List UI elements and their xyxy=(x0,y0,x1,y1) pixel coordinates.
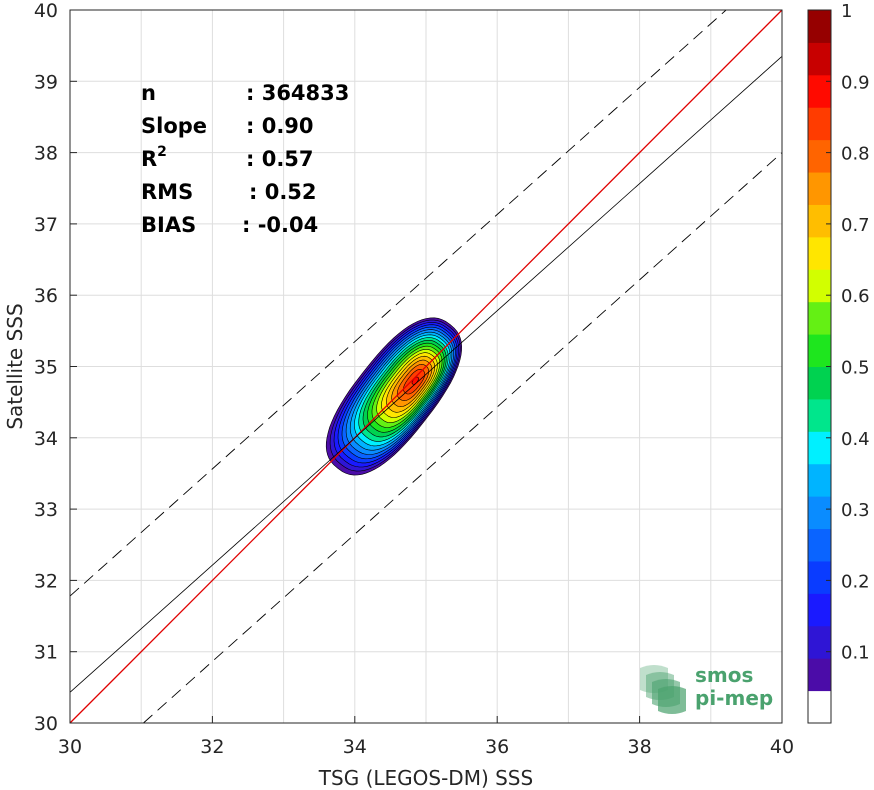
colorbar-segment xyxy=(808,366,831,400)
colorbar-tick-label: 1 xyxy=(841,1,852,22)
colorbar-segment xyxy=(808,658,831,692)
stat-label: BIAS xyxy=(141,213,196,237)
lower-envelope-line xyxy=(143,152,783,724)
stat-label: Slope xyxy=(141,114,207,138)
logo-wave-shape xyxy=(658,686,686,714)
colorbar-segment xyxy=(808,204,831,238)
x-tick-label: 30 xyxy=(58,736,82,758)
stat-value: : 0.90 xyxy=(246,114,314,138)
reference-lines xyxy=(69,9,783,724)
colorbar-tick-label: 0.4 xyxy=(841,429,870,450)
colorbar-segment xyxy=(808,74,831,108)
colorbar-segment xyxy=(808,107,831,141)
y-tick-label: 36 xyxy=(34,285,58,307)
y-tick-label: 32 xyxy=(34,570,58,592)
colorbar-segment xyxy=(808,463,831,497)
smos-pi-mep-logo: smos pi-mep xyxy=(640,663,773,714)
stat-label: RMS xyxy=(141,180,193,204)
y-tick-label: 39 xyxy=(34,71,58,93)
colorbar-segment xyxy=(808,42,831,76)
colorbar-segment xyxy=(808,625,831,659)
colorbar-segment xyxy=(808,10,831,43)
colorbar-segment xyxy=(808,398,831,432)
colorbar-tick-label: 0.3 xyxy=(841,500,870,521)
colorbar-segment xyxy=(808,269,831,303)
colorbar: 0.1 0.2 0.3 0.4 0.5 0.6 0.7 0.8 0.9 1 xyxy=(807,1,870,724)
colorbar-segment xyxy=(808,236,831,270)
colorbar-segment xyxy=(808,301,831,335)
logo-text-pi-mep: pi-mep xyxy=(695,686,773,710)
colorbar-segment xyxy=(808,334,831,367)
smos-pi-mep-logo-icon xyxy=(640,665,686,714)
stat-label: n xyxy=(141,81,156,105)
colorbar-segment xyxy=(808,431,831,465)
logo-text-smos: smos xyxy=(695,663,753,687)
x-tick-label: 32 xyxy=(200,736,224,758)
density-contours xyxy=(325,317,463,476)
y-tick-label: 38 xyxy=(34,143,58,165)
y-tick-label: 33 xyxy=(34,499,58,521)
y-tick-label: 35 xyxy=(34,357,58,379)
colorbar-tick-label: 0.6 xyxy=(841,286,870,307)
stats-box: n : 364833 Slope : 0.90 R2 : 0.57 RMS : 0.52 BIA… xyxy=(141,81,349,237)
colorbar-tick-label: 0.9 xyxy=(841,72,870,93)
colorbar-tick-label: 0.8 xyxy=(841,144,870,165)
colorbar-segment xyxy=(808,560,831,594)
y-axis-ticks: 30 31 32 33 34 35 36 37 38 39 40 xyxy=(34,0,77,735)
upper-envelope-line xyxy=(69,9,727,597)
colorbar-segment xyxy=(808,593,831,627)
y-axis-label: Satellite SSS xyxy=(3,303,27,429)
colorbar-segment xyxy=(808,528,831,562)
stat-label: R2 xyxy=(141,144,167,171)
x-tick-label: 34 xyxy=(343,736,367,758)
colorbar-tick-label: 0.2 xyxy=(841,571,870,592)
stat-value: : 0.52 xyxy=(249,180,317,204)
y-tick-label: 31 xyxy=(34,642,58,664)
colorbar-segment xyxy=(808,690,831,724)
colorbar-tick-label: 0.5 xyxy=(841,358,870,379)
colorbar-segment xyxy=(808,496,831,530)
x-tick-label: 40 xyxy=(770,736,794,758)
stat-superscript: 2 xyxy=(157,144,167,160)
x-tick-label: 36 xyxy=(485,736,509,758)
y-tick-label: 30 xyxy=(34,713,58,735)
fit-line xyxy=(69,56,783,693)
stat-value: : 364833 xyxy=(246,81,349,105)
stat-value: : 0.57 xyxy=(246,147,314,171)
y-tick-label: 37 xyxy=(34,214,58,236)
x-tick-label: 38 xyxy=(628,736,652,758)
y-tick-label: 40 xyxy=(34,0,58,22)
colorbar-segment xyxy=(808,139,831,173)
colorbar-tick-label: 0.7 xyxy=(841,215,870,236)
x-axis-label: TSG (LEGOS-DM) SSS xyxy=(318,766,533,790)
colorbar-tick-label: 0.1 xyxy=(841,643,870,664)
x-axis-ticks: 30 32 34 36 38 40 xyxy=(58,716,794,758)
y-tick-label: 34 xyxy=(34,428,58,450)
colorbar-segment xyxy=(808,172,831,205)
identity-line xyxy=(69,9,783,724)
stat-value: : -0.04 xyxy=(242,213,318,237)
